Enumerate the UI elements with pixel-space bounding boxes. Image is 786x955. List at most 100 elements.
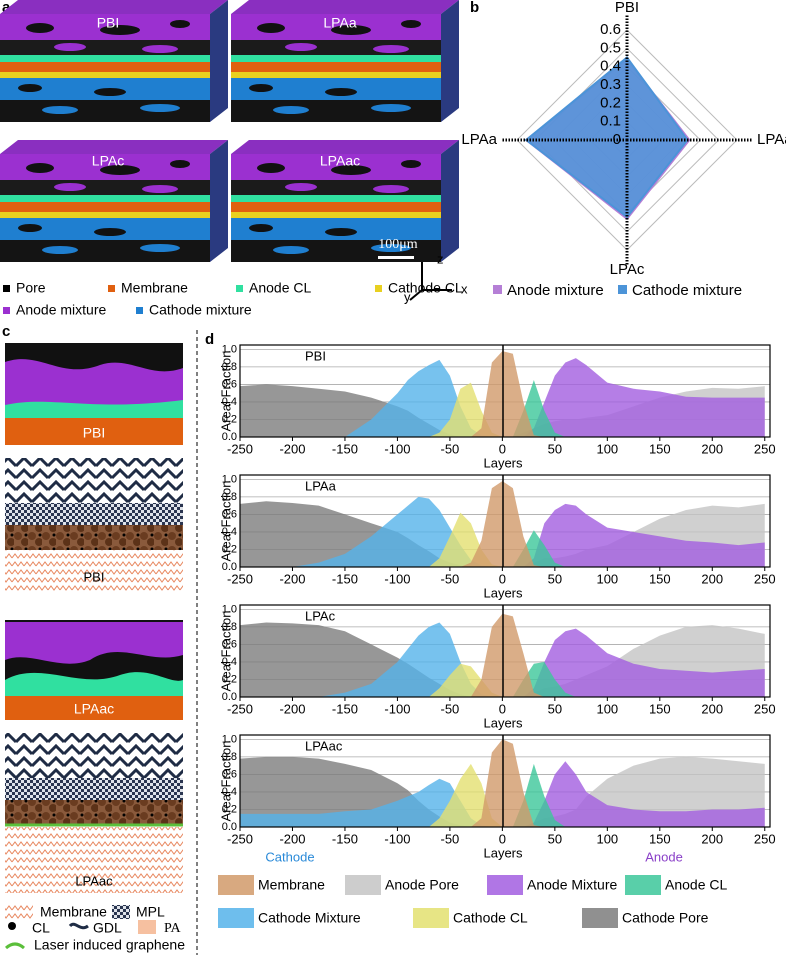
legend-label: Pore xyxy=(16,280,46,296)
area xyxy=(240,622,765,697)
y-axis-label: Areal Fraction xyxy=(218,611,233,692)
legend-group: Anode xyxy=(645,849,683,864)
y-tick-label: 1.0 xyxy=(222,733,237,745)
x-tick-label: -50 xyxy=(441,441,460,456)
legend-swatch xyxy=(3,285,10,292)
x-tick-label: 150 xyxy=(649,701,671,716)
area xyxy=(240,358,765,437)
legend-label: Cathode mixture xyxy=(149,302,252,318)
y-tick-label: 0.2 xyxy=(222,673,237,685)
chart-title: PBI xyxy=(305,348,326,363)
legend-label: Cathode CL xyxy=(453,910,528,926)
y-tick-label: 0.4 xyxy=(222,526,237,538)
legend: Membrane MPL CL GDL PA Laser induced gra… xyxy=(5,904,185,953)
legend-swatch xyxy=(345,875,381,895)
y-tick-label: 0.2 xyxy=(222,803,237,815)
axes-indicator xyxy=(409,262,452,301)
y-tick-label: 0.8 xyxy=(222,621,237,633)
image-label: LPAac xyxy=(74,701,114,717)
y-axis-label: Areal Fraction xyxy=(218,481,233,562)
legend-label: Laser induced graphene xyxy=(34,937,185,953)
legend-label: CL xyxy=(32,920,50,936)
x-tick-label: -200 xyxy=(279,831,305,846)
y-tick-label: 0.4 xyxy=(222,656,237,668)
legend-swatch xyxy=(625,875,661,895)
x-axis-label: Layers xyxy=(483,715,523,730)
x-tick-label: 100 xyxy=(596,571,618,586)
tick-label: 0.2 xyxy=(600,94,621,111)
legend-label: Cathode Pore xyxy=(622,910,709,926)
legend-label: Membrane xyxy=(121,280,188,296)
grid-line xyxy=(516,29,738,251)
y-tick-label: 0.8 xyxy=(222,361,237,373)
legend-label: Cathode Mixture xyxy=(258,910,361,926)
plot-frame xyxy=(239,604,771,698)
x-tick-label: -50 xyxy=(441,831,460,846)
x-axis-label: Layers xyxy=(483,585,523,600)
x-tick-label: -150 xyxy=(332,441,358,456)
y-tick-label: 0.8 xyxy=(222,491,237,503)
x-tick-label: 0 xyxy=(499,831,506,846)
schematic xyxy=(5,733,183,893)
legend-swatch xyxy=(218,875,254,895)
plot-frame xyxy=(239,474,771,568)
tick-label: 0 xyxy=(613,131,621,148)
legend-swatch xyxy=(493,285,502,294)
legend-label: Anode Mixture xyxy=(527,877,617,893)
legend-label: Membrane xyxy=(40,904,107,920)
radar-area xyxy=(524,56,689,219)
x-tick-label: 50 xyxy=(548,831,562,846)
x-tick-label: 200 xyxy=(701,701,723,716)
category-label: LPAa xyxy=(461,131,497,148)
y-tick-label: 1.0 xyxy=(222,473,237,485)
area xyxy=(240,761,765,827)
legend-label: MPL xyxy=(136,904,165,920)
legend-swatch xyxy=(375,285,382,292)
legend-label: Cathode CL xyxy=(388,280,463,296)
area xyxy=(240,756,765,827)
x-tick-label: -50 xyxy=(441,571,460,586)
y-axis-label: Areal Fraction xyxy=(218,351,233,432)
legend: Pore Membrane Anode CL Cathode CL Anode … xyxy=(3,280,463,318)
y-tick-label: 0.2 xyxy=(222,413,237,425)
x-tick-label: -100 xyxy=(384,831,410,846)
legend-swatch xyxy=(3,307,10,314)
y-tick-label: 0.6 xyxy=(222,378,237,390)
x-tick-label: 200 xyxy=(701,571,723,586)
x-tick-label: 0 xyxy=(499,701,506,716)
x-tick-label: 150 xyxy=(649,571,671,586)
legend-swatch xyxy=(5,905,33,919)
image-label: PBI xyxy=(84,569,105,584)
category-label: LPAac xyxy=(757,131,786,148)
legend-swatch xyxy=(136,307,143,314)
axis-label: x xyxy=(461,281,468,296)
x-tick-label: -50 xyxy=(441,701,460,716)
legend-swatch xyxy=(112,905,130,919)
legend-label: Anode CL xyxy=(665,877,727,893)
tick-label: 0.6 xyxy=(600,21,621,38)
x-tick-label: 250 xyxy=(754,701,776,716)
chart-title: LPAac xyxy=(305,738,343,753)
x-tick-label: -250 xyxy=(227,571,253,586)
x-tick-label: -100 xyxy=(384,441,410,456)
legend-label: Cathode mixture xyxy=(632,282,742,299)
chart-title: LPAc xyxy=(305,608,336,623)
y-tick-label: 0.0 xyxy=(222,561,237,573)
x-tick-label: -200 xyxy=(279,701,305,716)
legend-swatch xyxy=(413,908,449,928)
x-tick-label: -200 xyxy=(279,571,305,586)
legend-label: Membrane xyxy=(258,877,325,893)
panel-label: d xyxy=(205,331,214,348)
x-tick-label: 0 xyxy=(499,571,506,586)
tick-label: 0.1 xyxy=(600,113,621,130)
area xyxy=(240,496,765,567)
scale-bar xyxy=(378,256,414,259)
y-tick-label: 0.6 xyxy=(222,768,237,780)
x-tick-label: 0 xyxy=(499,441,506,456)
image-label: LPAac xyxy=(75,873,113,888)
sample-label: PBI xyxy=(97,15,120,31)
legend-swatch xyxy=(138,920,156,934)
x-tick-label: -150 xyxy=(332,701,358,716)
x-tick-label: 100 xyxy=(596,701,618,716)
